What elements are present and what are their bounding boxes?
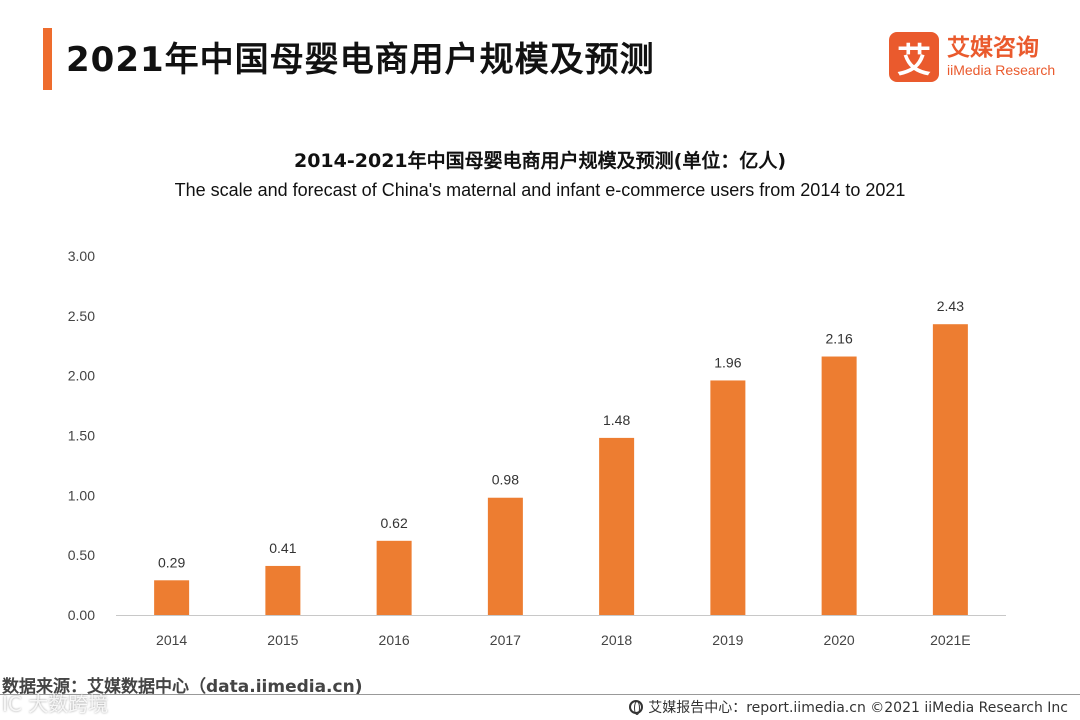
x-tick-label: 2020 [824, 632, 855, 648]
bar [265, 565, 301, 615]
x-tick-label: 2016 [379, 632, 410, 648]
y-tick-label: 0.50 [68, 547, 95, 563]
y-tick-label: 2.50 [68, 308, 95, 324]
bar [154, 580, 190, 615]
watermark: IC 大数跨境 [2, 692, 109, 716]
data-label: 1.48 [603, 412, 630, 428]
footer-credit: 艾媒报告中心：report.iimedia.cn ©2021 iiMedia R… [629, 697, 1068, 717]
bar [599, 437, 635, 615]
x-tick-label: 2014 [156, 632, 187, 648]
y-tick-label: 1.00 [68, 487, 95, 503]
logo-english-name: iiMedia Research [947, 62, 1056, 78]
chart-subtitle: The scale and forecast of China's matern… [174, 180, 906, 200]
data-label: 2.43 [937, 298, 964, 314]
x-tick-label: 2015 [267, 632, 298, 648]
x-tick-label: 2021E [930, 632, 970, 648]
data-label: 0.98 [492, 472, 519, 488]
x-tick-label: 2019 [712, 632, 743, 648]
bar [487, 497, 523, 615]
y-tick-label: 2.00 [68, 368, 95, 384]
data-label: 0.41 [269, 540, 296, 556]
logo-chinese-name: 艾媒咨询 [947, 35, 1039, 61]
title-accent-bar [43, 28, 52, 90]
x-tick-label: 2018 [601, 632, 632, 648]
bar [821, 356, 857, 615]
bar [932, 324, 968, 615]
data-source: 数据来源：艾媒数据中心（data.iimedia.cn) [2, 677, 363, 697]
iimedia-logo: 艾 艾媒咨询 iiMedia Research [889, 32, 1055, 82]
globe-icon [629, 700, 644, 715]
footer-divider [0, 694, 1080, 695]
logo-mark-icon: 艾 [889, 32, 939, 82]
data-label: 0.29 [158, 554, 185, 570]
y-tick-label: 1.50 [68, 428, 95, 444]
y-tick-label: 0.00 [68, 607, 95, 623]
logo-text: 艾媒咨询 iiMedia Research [947, 35, 1055, 79]
chart-title: 2014-2021年中国母婴电商用户规模及预测(单位：亿人) [293, 150, 787, 172]
bar [376, 540, 412, 615]
y-tick-label: 3.00 [68, 248, 95, 264]
x-tick-label: 2017 [490, 632, 521, 648]
footer-credit-text: 艾媒报告中心：report.iimedia.cn ©2021 iiMedia R… [648, 700, 1068, 716]
data-label: 2.16 [826, 331, 853, 347]
data-label: 0.62 [381, 515, 408, 531]
page-title: 2021年中国母婴电商用户规模及预测 [66, 40, 655, 80]
data-label: 1.96 [714, 354, 741, 370]
bar [710, 380, 746, 615]
